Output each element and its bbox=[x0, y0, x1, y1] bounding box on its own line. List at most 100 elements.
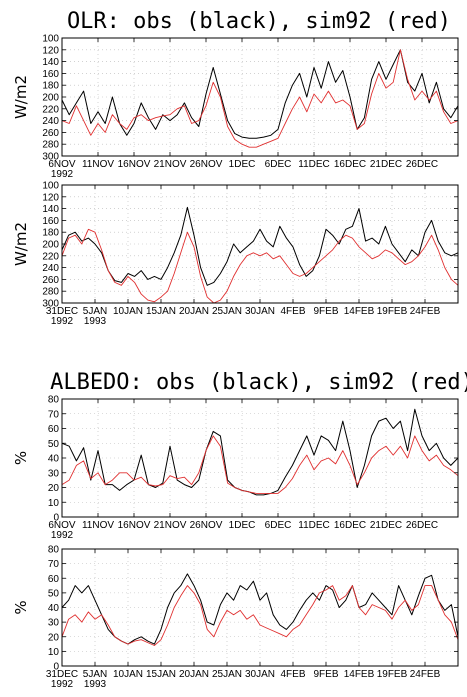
y-tick-label: 180 bbox=[42, 228, 59, 239]
sim-series-line bbox=[61, 49, 459, 148]
albedo-chart-1: 0 10 20 30 40 50 60 70 80 6NOV 11NOV 16NOV 21NOV 26NO… bbox=[12, 395, 459, 541]
x-tick-label: 26NOV bbox=[190, 520, 223, 531]
obs-series-line bbox=[61, 49, 459, 139]
y-tick-label: 300 bbox=[42, 152, 59, 163]
x-tick-label: 5JAN bbox=[83, 306, 107, 317]
y-tick-label: 30 bbox=[48, 618, 60, 629]
y-tick-label: 70 bbox=[48, 559, 60, 570]
x-tick-label: 25JAN bbox=[212, 669, 242, 680]
y-tick-label: 240 bbox=[42, 263, 59, 274]
x-tick-label: 30JAN bbox=[245, 669, 275, 680]
x-tick-label: 19FEB bbox=[377, 669, 408, 680]
x-year-label: 1993 bbox=[84, 679, 107, 690]
x-tick-label: 11NOV bbox=[82, 159, 114, 170]
x-tick-label: 11DEC bbox=[298, 159, 330, 170]
x-tick-label: 6DEC bbox=[265, 520, 292, 531]
y-tick-label: 10 bbox=[48, 647, 60, 658]
x-tick-label: 6NOV bbox=[48, 520, 76, 531]
x-tick-label: 11DEC bbox=[298, 520, 330, 531]
y-tick-label: 20 bbox=[48, 632, 60, 643]
y-tick-label: 300 bbox=[42, 299, 59, 310]
y-tick-label: 100 bbox=[42, 181, 59, 192]
y-tick-label: 60 bbox=[48, 574, 60, 585]
x-tick-label: 31DEC bbox=[46, 306, 78, 317]
x-year-label: 1992 bbox=[51, 679, 74, 690]
y-tick-label: 60 bbox=[48, 424, 60, 435]
x-tick-label: 20JAN bbox=[179, 669, 209, 680]
y-axis-label: % bbox=[12, 451, 30, 465]
y-tick-label: 0 bbox=[53, 662, 59, 673]
y-axis-label: % bbox=[12, 600, 30, 614]
x-tick-label: 9FEB bbox=[313, 669, 338, 680]
y-tick-label: 280 bbox=[42, 287, 59, 298]
albedo-chart-2: 0 10 20 30 40 50 60 70 80 31DEC 5JAN 10JAN 15JAN 20JA… bbox=[12, 545, 459, 690]
albedo-title: ALBEDO: obs (black), sim92 (red) bbox=[50, 370, 467, 395]
x-tick-label: 10JAN bbox=[113, 306, 143, 317]
x-tick-label: 26DEC bbox=[406, 159, 438, 170]
x-tick-label: 14FEB bbox=[344, 669, 375, 680]
x-tick-label: 24FEB bbox=[410, 306, 441, 317]
obs-series-line bbox=[61, 206, 459, 286]
y-axis-label: W/m2 bbox=[12, 75, 30, 119]
x-tick-label: 10JAN bbox=[113, 669, 143, 680]
x-tick-label: 5JAN bbox=[83, 669, 107, 680]
y-tick-label: 40 bbox=[48, 454, 60, 465]
y-tick-label: 40 bbox=[48, 603, 60, 614]
y-tick-label: 280 bbox=[42, 140, 59, 151]
y-tick-label: 160 bbox=[42, 69, 59, 80]
y-tick-label: 50 bbox=[48, 588, 60, 599]
x-tick-label: 15JAN bbox=[146, 669, 176, 680]
x-tick-label: 6DEC bbox=[265, 159, 292, 170]
x-tick-label: 26NOV bbox=[190, 159, 223, 170]
x-tick-label: 16DEC bbox=[334, 159, 366, 170]
y-tick-label: 20 bbox=[48, 483, 60, 494]
x-tick-label: 21DEC bbox=[370, 520, 402, 531]
x-tick-label: 25JAN bbox=[212, 306, 242, 317]
x-tick-label: 24FEB bbox=[410, 669, 441, 680]
y-tick-label: 260 bbox=[42, 128, 59, 139]
x-tick-label: 4FEB bbox=[280, 669, 305, 680]
x-year-label: 1992 bbox=[51, 530, 74, 541]
y-tick-label: 220 bbox=[42, 251, 59, 262]
x-tick-label: 20JAN bbox=[179, 306, 209, 317]
olr-title: OLR: obs (black), sim92 (red) bbox=[67, 9, 451, 34]
x-tick-label: 16NOV bbox=[118, 159, 151, 170]
y-tick-label: 70 bbox=[48, 409, 60, 420]
x-tick-label: 31DEC bbox=[46, 669, 78, 680]
y-tick-label: 160 bbox=[42, 216, 59, 227]
x-tick-label: 16NOV bbox=[118, 520, 151, 531]
x-tick-label: 19FEB bbox=[377, 306, 408, 317]
y-tick-label: 50 bbox=[48, 439, 60, 450]
sim-series-line bbox=[61, 585, 459, 646]
y-tick-label: 120 bbox=[42, 192, 59, 203]
y-tick-label: 10 bbox=[48, 498, 60, 509]
x-tick-label: 4FEB bbox=[280, 306, 305, 317]
y-tick-label: 80 bbox=[48, 395, 60, 406]
y-tick-label: 260 bbox=[42, 275, 59, 286]
x-tick-label: 21DEC bbox=[370, 159, 402, 170]
x-tick-label: 11NOV bbox=[82, 520, 114, 531]
x-tick-label: 14FEB bbox=[344, 306, 375, 317]
x-tick-label: 9FEB bbox=[313, 306, 338, 317]
y-tick-label: 200 bbox=[42, 240, 59, 251]
x-tick-label: 21NOV bbox=[154, 159, 187, 170]
y-tick-label: 0 bbox=[53, 513, 59, 524]
obs-series-line bbox=[61, 408, 459, 496]
x-tick-label: 1DEC bbox=[229, 520, 256, 531]
y-axis-label: W/m2 bbox=[12, 222, 30, 266]
x-year-label: 1993 bbox=[84, 316, 107, 327]
y-tick-label: 240 bbox=[42, 116, 59, 127]
x-tick-label: 6NOV bbox=[48, 159, 76, 170]
x-tick-label: 15JAN bbox=[146, 306, 176, 317]
y-tick-label: 140 bbox=[42, 204, 59, 215]
x-year-label: 1992 bbox=[51, 316, 74, 327]
y-tick-label: 30 bbox=[48, 468, 60, 479]
y-tick-label: 200 bbox=[42, 93, 59, 104]
y-tick-label: 100 bbox=[42, 34, 59, 45]
y-tick-label: 120 bbox=[42, 45, 59, 56]
y-tick-label: 180 bbox=[42, 81, 59, 92]
x-tick-label: 30JAN bbox=[245, 306, 275, 317]
